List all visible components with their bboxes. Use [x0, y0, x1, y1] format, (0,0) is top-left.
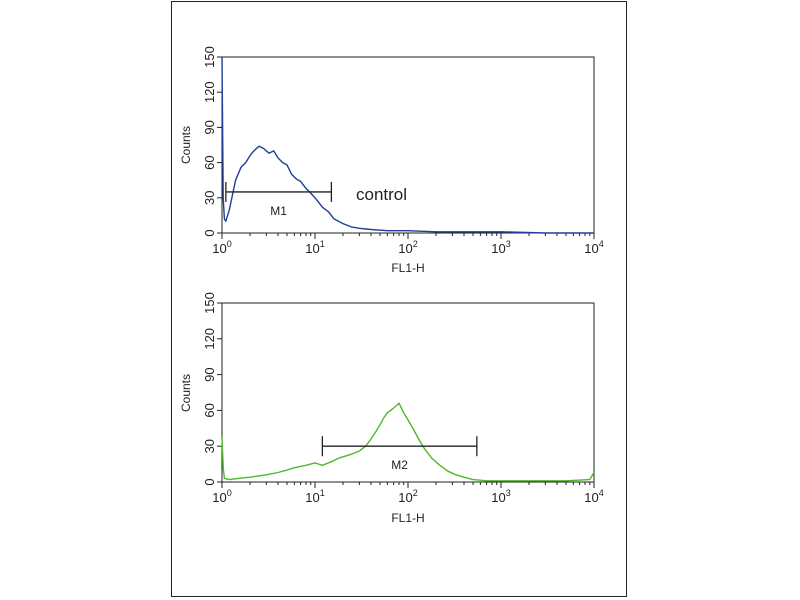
y-tick-label: 90: [202, 120, 217, 134]
y-tick-label: 0: [202, 229, 217, 236]
y-tick-label: 150: [202, 46, 217, 68]
series-group: [221, 402, 595, 482]
y-tick-label: 90: [202, 367, 217, 381]
x-tick-label: 103: [491, 239, 510, 256]
x-axis-label: FL1-H: [391, 261, 424, 275]
y-tick-label: 120: [202, 81, 217, 103]
gate-marker-group: M2: [321, 436, 478, 472]
y-tick-label: 60: [202, 155, 217, 169]
control-annotation: control: [356, 185, 407, 204]
y-tick-label: 60: [202, 403, 217, 417]
series-group: [221, 56, 594, 234]
y-tick-label: 150: [202, 292, 217, 314]
x-tick-label: 101: [305, 488, 324, 505]
y-axis-label: Counts: [179, 126, 193, 164]
x-tick-label: 101: [305, 239, 324, 256]
figure-frame: [171, 1, 627, 597]
y-tick-label: 0: [202, 478, 217, 485]
x-axis-ticks: 100 101 102 103 104: [212, 482, 604, 505]
y-tick-label: 30: [202, 191, 217, 205]
gate-marker-label: M1: [270, 204, 287, 218]
x-tick-label: 102: [398, 239, 417, 256]
x-axis-label: FL1-H: [391, 511, 424, 525]
y-axis-ticks: 0 30 60 90 120 150: [202, 46, 222, 237]
x-tick-label: 102: [398, 488, 417, 505]
x-tick-label: 104: [584, 488, 603, 505]
y-axis-label: Counts: [179, 374, 193, 412]
x-tick-label: 103: [491, 488, 510, 505]
gate-marker-group: M1: [225, 181, 333, 218]
histogram-panel-sample: 0 30 60 90 120 150 100 101 102 103 104 Counts FL1…: [179, 292, 604, 525]
histogram-panel-control: 0 30 60 90 120 150 100 101 102 103 104 Counts FL1…: [179, 46, 604, 275]
y-tick-label: 30: [202, 439, 217, 453]
x-tick-label: 104: [584, 239, 603, 256]
y-tick-label: 120: [202, 328, 217, 350]
x-tick-label: 100: [212, 488, 231, 505]
histogram-line: [221, 402, 595, 482]
x-tick-label: 100: [212, 239, 231, 256]
x-axis-ticks: 100 101 102 103 104: [212, 233, 604, 256]
gate-marker-label: M2: [391, 458, 408, 472]
y-axis-ticks: 0 30 60 90 120 150: [202, 292, 222, 486]
plot-area: [221, 302, 595, 483]
histogram-line: [221, 56, 594, 234]
